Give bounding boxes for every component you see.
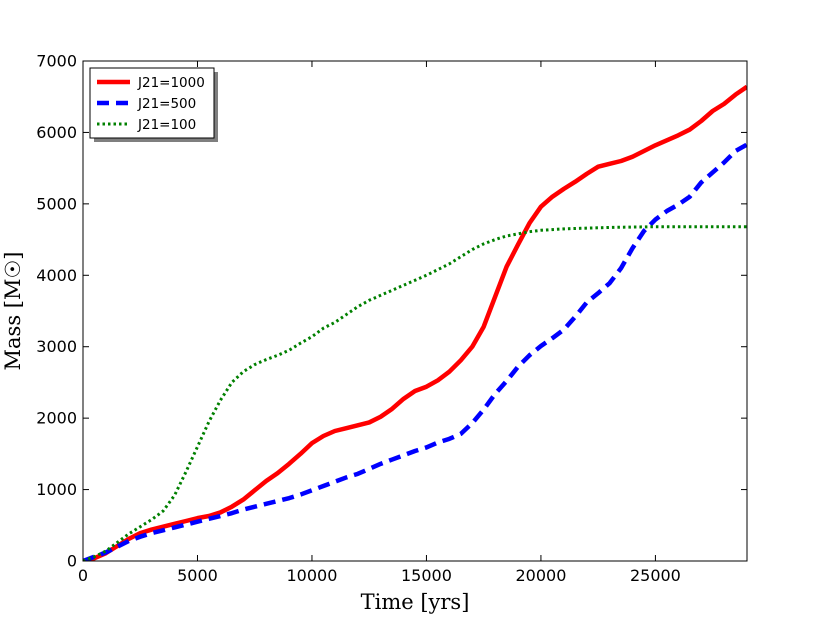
y-tick-label: 2000	[36, 409, 77, 428]
y-tick-label: 5000	[36, 194, 77, 213]
legend-box	[89, 67, 215, 139]
y-tick-label: 4000	[36, 266, 77, 285]
series-line-2	[83, 142, 747, 561]
x-axis-label: Time [yrs]	[361, 590, 470, 614]
plot-frame	[82, 60, 748, 562]
x-tick-label: 10000	[287, 566, 338, 585]
y-tick-label: 7000	[36, 52, 77, 71]
legend-label-1: J21=1000	[137, 75, 205, 91]
series-line-1	[83, 84, 747, 561]
y-tick-label: 3000	[36, 337, 77, 356]
y-tick-label: 1000	[36, 480, 77, 499]
x-tick-label: 0	[78, 566, 88, 585]
x-tick-label: 25000	[630, 566, 681, 585]
x-tick-label: 20000	[515, 566, 566, 585]
series-line-3	[83, 225, 747, 561]
ticks-layer: 0 5000 10000 15000 20000 25000 0 1000 2000 3000 40…	[36, 52, 747, 585]
series-layer	[83, 84, 747, 561]
legend-label-3: J21=100	[137, 117, 196, 133]
legend: J21=1000 J21=500 J21=100	[89, 67, 218, 142]
legend-label-2: J21=500	[137, 96, 196, 112]
x-tick-label: 15000	[401, 566, 452, 585]
x-tick-label: 5000	[177, 566, 218, 585]
y-tick-label: 0	[67, 552, 77, 571]
y-axis-label: Mass [M☉]	[1, 252, 25, 371]
y-tick-label: 6000	[36, 123, 77, 142]
